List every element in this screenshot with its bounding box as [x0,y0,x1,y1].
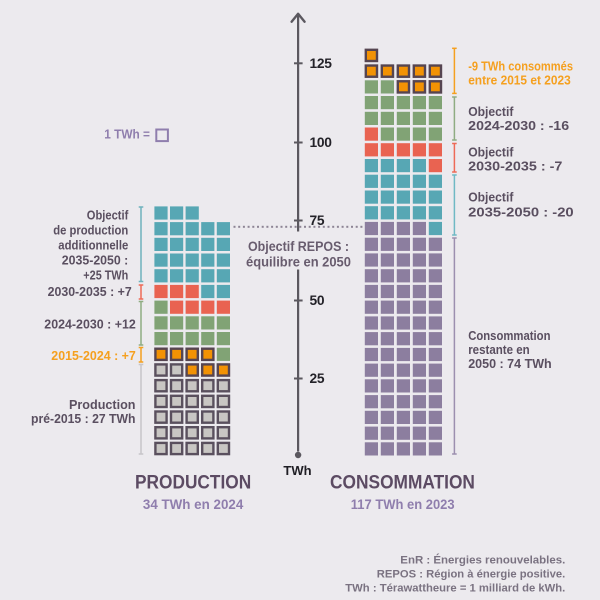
svg-text:Objectif: Objectif [87,207,129,222]
svg-text:2024-2030 : +12: 2024-2030 : +12 [44,316,136,331]
svg-text:Consommation: Consommation [468,328,550,343]
svg-text:2030-2035 : -7: 2030-2035 : -7 [468,159,562,174]
svg-text:Objectif REPOS :: Objectif REPOS : [248,239,349,255]
svg-text:Objectif: Objectif [468,104,514,119]
svg-text:2030-2035 : +7: 2030-2035 : +7 [48,284,132,299]
svg-text:117 TWh en 2023: 117 TWh en 2023 [351,496,455,512]
svg-text:Production: Production [69,397,136,412]
svg-text:REPOS : Région à énergie posit: REPOS : Région à énergie positive. [377,568,566,580]
svg-text:75: 75 [310,213,325,228]
svg-text:additionnelle: additionnelle [58,237,128,252]
svg-text:pré-2015 : 27 TWh: pré-2015 : 27 TWh [31,411,136,426]
svg-text:25: 25 [310,371,325,386]
svg-text:restante en: restante en [468,342,530,357]
svg-text:de production: de production [53,222,128,237]
svg-text:34 TWh en 2024: 34 TWh en 2024 [143,496,244,512]
svg-text:125: 125 [310,56,333,71]
svg-text:TWh: TWh [283,463,311,478]
svg-text:-9 TWh consommés: -9 TWh consommés [468,58,573,73]
svg-text:2024-2030 : -16: 2024-2030 : -16 [468,118,569,133]
svg-text:2015-2024 : +7: 2015-2024 : +7 [51,348,136,363]
svg-text:Objectif: Objectif [468,189,514,204]
svg-text:TWh : Térawattheure = 1 millia: TWh : Térawattheure = 1 milliard de kWh. [345,582,565,594]
svg-text:+25 TWh: +25 TWh [83,267,128,282]
svg-text:entre 2015 et 2023: entre 2015 et 2023 [468,73,571,88]
svg-text:Objectif: Objectif [468,144,514,159]
svg-text:EnR : Énergies renouvelables.: EnR : Énergies renouvelables. [400,553,565,566]
svg-text:2050 : 74 TWh: 2050 : 74 TWh [468,356,552,371]
svg-text:PRODUCTION: PRODUCTION [135,472,251,494]
svg-text:2035-2050 : -20: 2035-2050 : -20 [468,205,574,220]
svg-text:2035-2050 :: 2035-2050 : [62,252,129,267]
svg-text:50: 50 [310,293,325,308]
svg-text:100: 100 [310,135,333,150]
svg-text:CONSOMMATION: CONSOMMATION [330,472,475,494]
svg-text:équilibre en 2050: équilibre en 2050 [246,254,351,270]
svg-text:1 TWh =: 1 TWh = [104,127,150,142]
